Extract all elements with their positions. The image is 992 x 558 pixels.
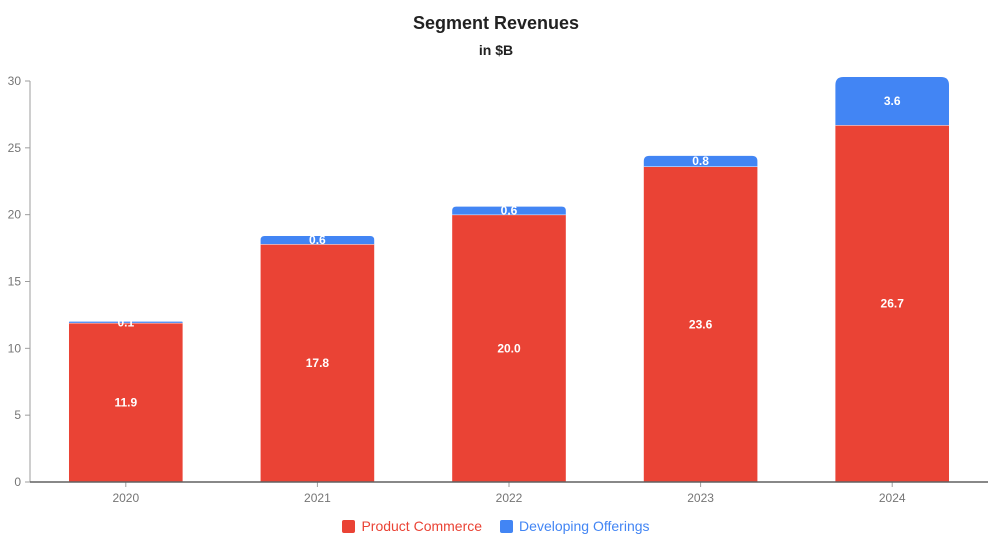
bar-segment — [835, 125, 950, 483]
data-label: 0.6 — [501, 204, 518, 218]
x-tick-label: 2022 — [496, 491, 523, 505]
bar-segment — [68, 321, 183, 323]
x-tick-label: 2024 — [879, 491, 906, 505]
legend-swatch-developing-offerings — [500, 519, 514, 533]
y-tick-label: 0 — [14, 475, 21, 489]
legend-item-developing-offerings[interactable]: Developing Offerings — [500, 518, 650, 534]
x-tick-label: 2021 — [304, 491, 331, 505]
x-tick-label: 2023 — [687, 491, 714, 505]
data-label: 11.9 — [114, 395, 137, 409]
bar-segment — [835, 76, 950, 126]
x-tick-label: 2020 — [112, 491, 139, 505]
y-tick-label: 10 — [8, 341, 22, 355]
data-label: 0.8 — [692, 154, 709, 168]
bar-segment — [68, 322, 183, 482]
data-label: 0.6 — [309, 233, 326, 247]
bar-segment — [643, 166, 758, 482]
legend-label-product-commerce: Product Commerce — [361, 518, 483, 534]
data-label: 26.7 — [881, 297, 905, 311]
data-label: 20.0 — [497, 341, 521, 355]
chart-subtitle: in $B — [478, 42, 514, 58]
legend-label-developing-offerings: Developing Offerings — [519, 518, 650, 534]
y-tick-label: 30 — [8, 74, 22, 88]
y-tick-label: 25 — [8, 141, 22, 155]
data-label: 17.8 — [306, 356, 330, 370]
bar-segment — [452, 206, 566, 215]
bar-segment — [260, 244, 375, 482]
y-tick-label: 5 — [14, 408, 21, 422]
y-tick-label: 15 — [8, 275, 22, 289]
chart-title: Segment Revenues — [412, 13, 580, 33]
data-label: 23.6 — [689, 317, 713, 331]
legend-swatch-product-commerce — [342, 519, 356, 533]
y-tick-label: 20 — [8, 208, 22, 222]
bar-segment — [452, 214, 566, 482]
bar-segment — [643, 155, 758, 167]
data-label: 3.6 — [884, 94, 901, 108]
legend-item-product-commerce[interactable]: Product Commerce — [342, 518, 482, 534]
chart-legend: Product Commerce Developing Offerings — [0, 518, 992, 534]
bar-segment — [260, 236, 375, 245]
data-label: 0.1 — [117, 315, 134, 329]
